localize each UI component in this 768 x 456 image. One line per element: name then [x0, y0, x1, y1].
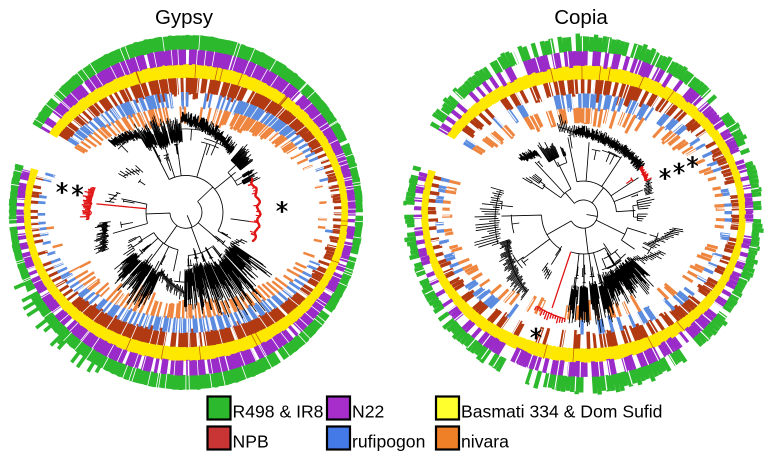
- svg-text:Gypsy: Gypsy: [155, 6, 214, 29]
- svg-text:N22: N22: [352, 402, 384, 422]
- svg-text:Copia: Copia: [554, 6, 608, 29]
- svg-text:rufipogon: rufipogon: [352, 432, 425, 452]
- svg-text:NPB: NPB: [233, 432, 269, 452]
- svg-text:nivara: nivara: [461, 432, 509, 452]
- svg-text:Basmati 334 & Dom Sufid: Basmati 334 & Dom Sufid: [461, 402, 662, 422]
- svg-text:R498 & IR8: R498 & IR8: [233, 402, 324, 422]
